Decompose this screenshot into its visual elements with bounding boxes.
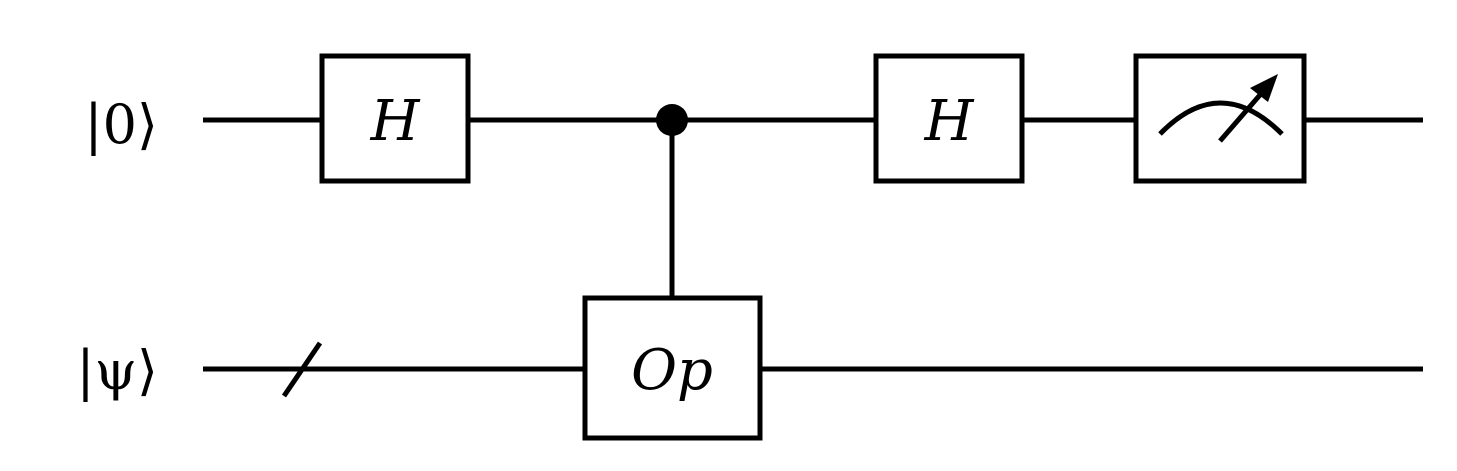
qubit-label-1: |ψ⟩	[76, 339, 158, 402]
gate-h-1: H	[319, 53, 471, 184]
gate-op-label: Op	[631, 338, 713, 403]
meter-icon	[1158, 100, 1284, 136]
gate-op: Op	[582, 295, 763, 441]
gate-h-2-label: H	[924, 89, 975, 154]
qubit-label-0: |0⟩	[84, 93, 158, 156]
measurement-gate	[1133, 53, 1307, 184]
gate-h-1-label: H	[370, 89, 421, 154]
gate-h-2: H	[873, 53, 1025, 184]
meter-needle-icon	[1218, 86, 1268, 143]
register-slash-icon	[281, 341, 323, 398]
control-dot	[656, 104, 688, 136]
meter-needle-arrowhead-icon	[1250, 74, 1278, 102]
